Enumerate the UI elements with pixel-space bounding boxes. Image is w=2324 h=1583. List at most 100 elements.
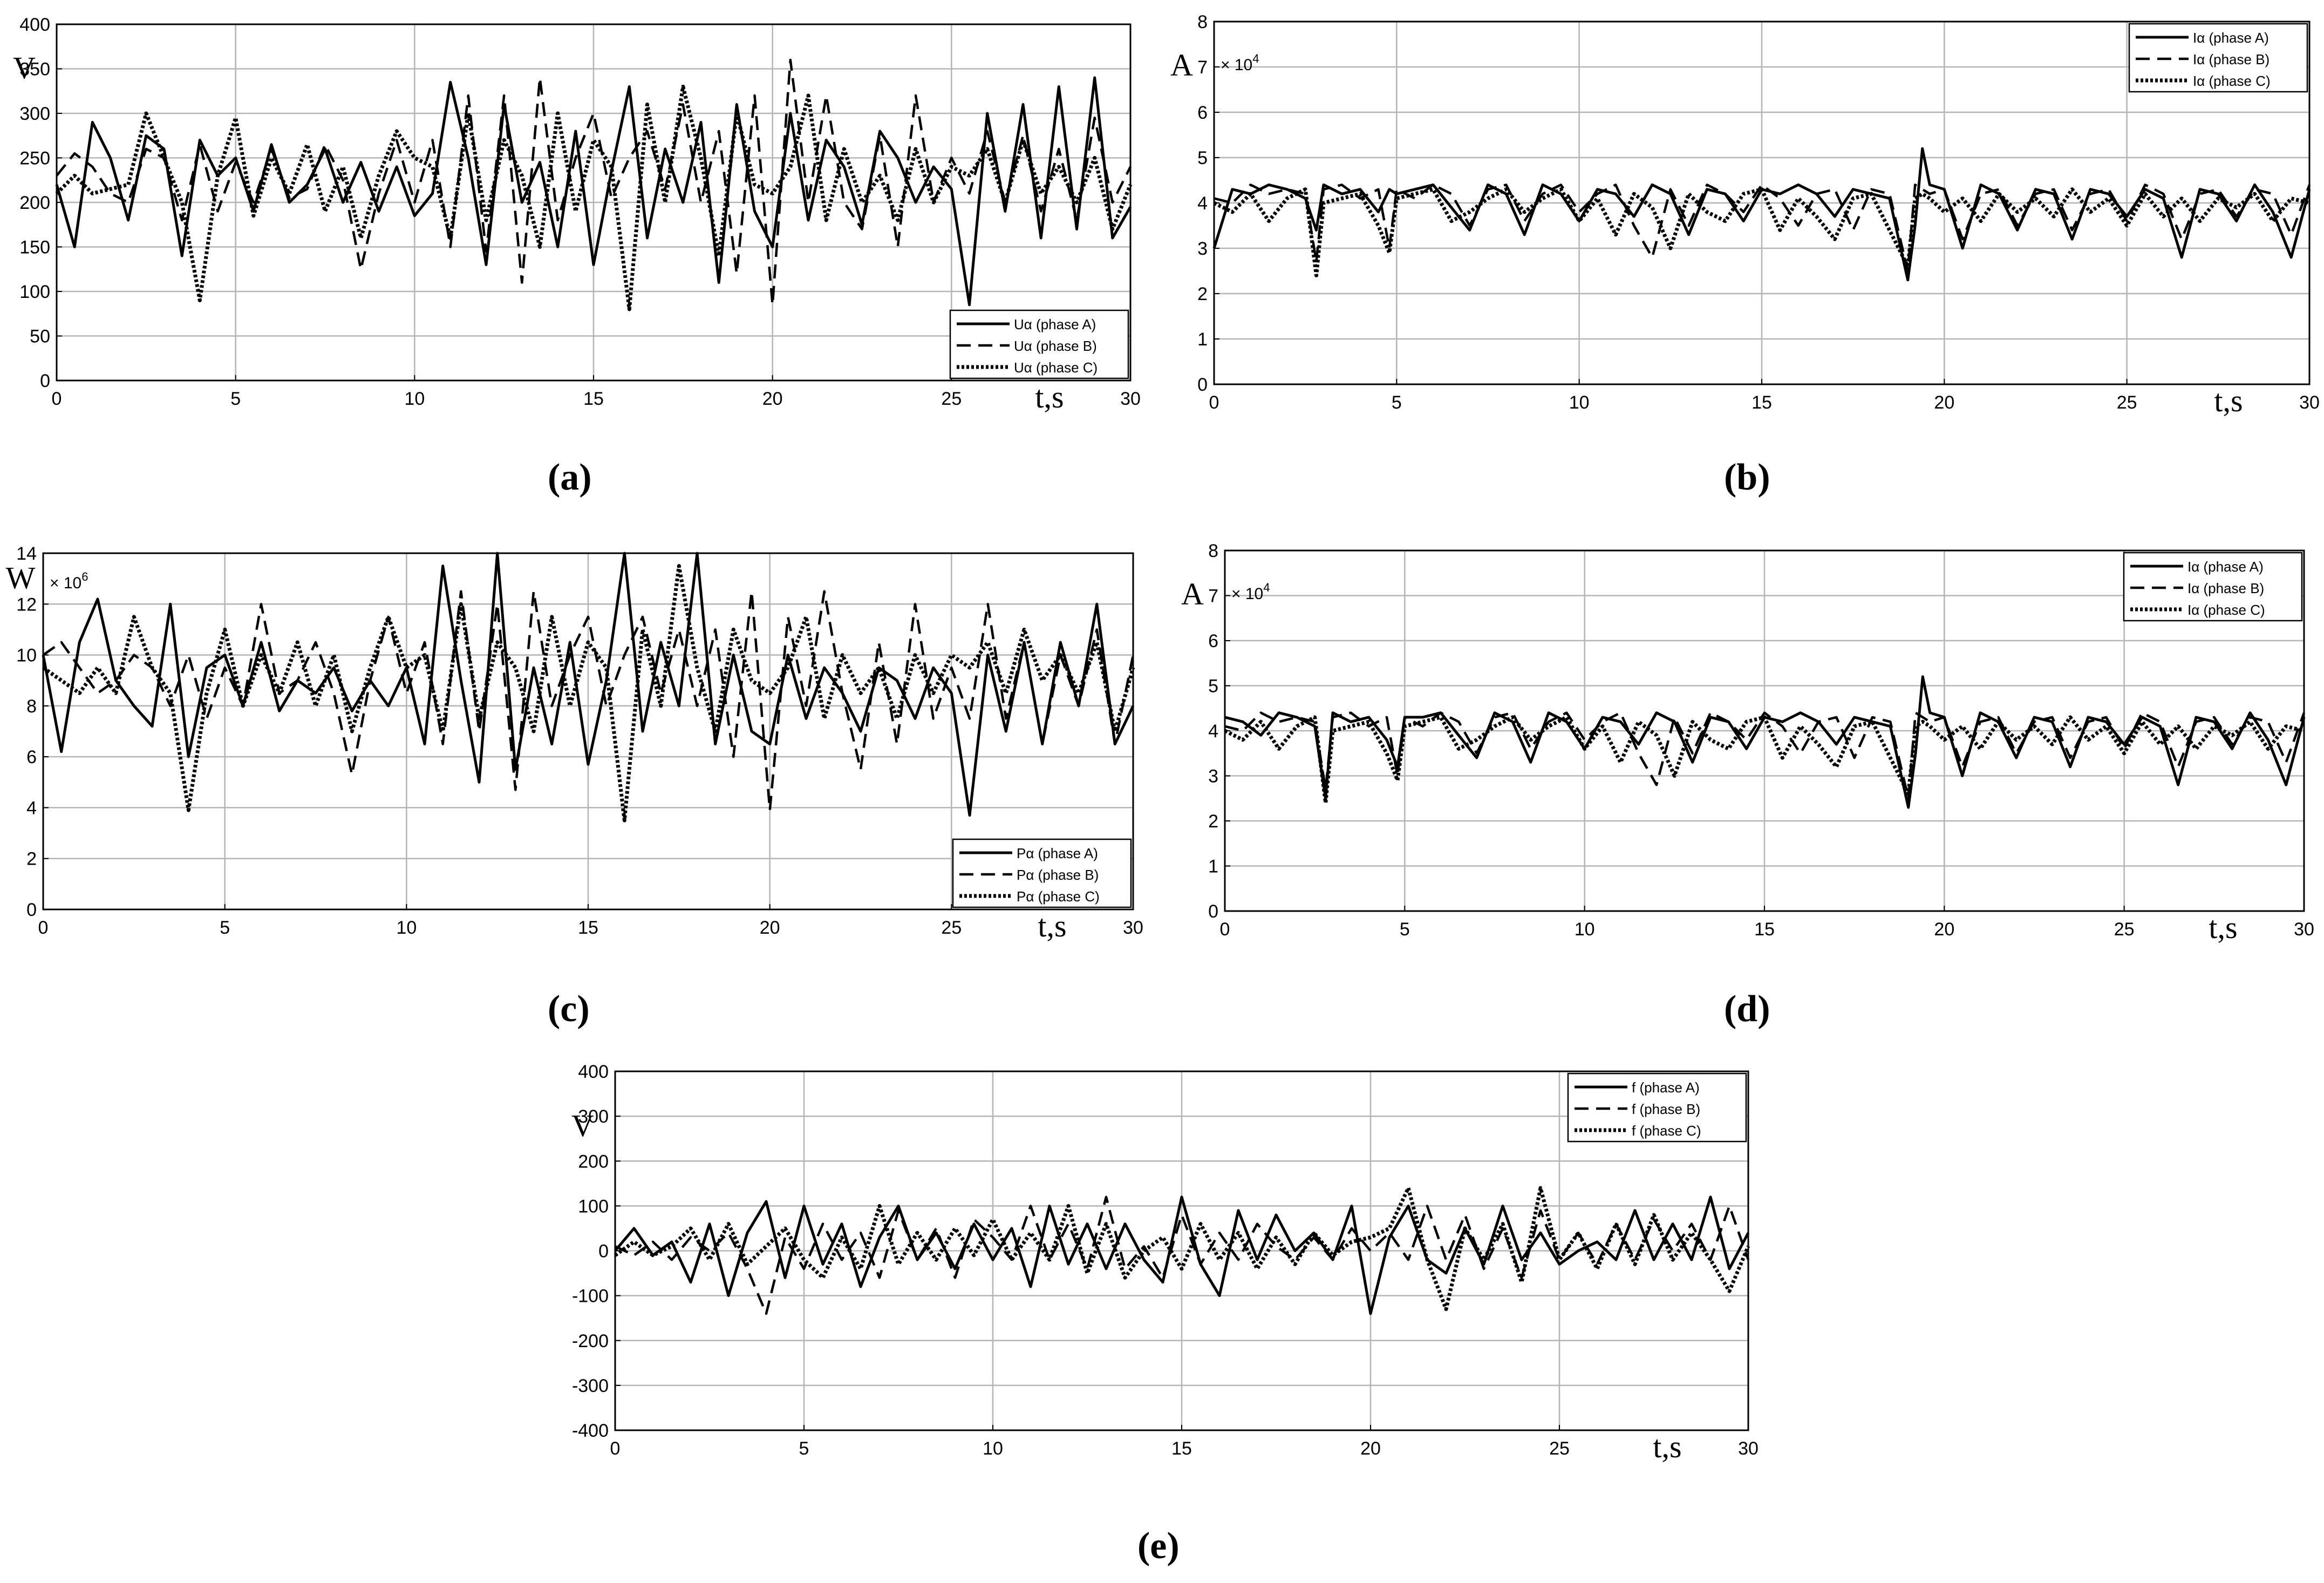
y-tick-label: 4 (1208, 721, 1218, 742)
subfigure-label-c: (c) (548, 988, 590, 1030)
y-tick-label: 5 (1208, 676, 1218, 697)
x-tick-label: 15 (1171, 1438, 1192, 1459)
x-tick-label: 10 (404, 389, 425, 409)
subfigure-label-b: (b) (1724, 457, 1770, 498)
y-tick-label: 4 (1197, 193, 1208, 214)
x-tick-label: 0 (1220, 919, 1230, 940)
x-axis-label: t,s (1653, 1429, 1681, 1464)
y-tick-label: 8 (1197, 12, 1208, 32)
legend-label: Pα (phase C) (1017, 888, 1100, 905)
subfigure-label-a: (a) (548, 457, 592, 498)
legend-label: Iα (phase A) (2193, 30, 2269, 46)
x-tick-label: 25 (941, 918, 962, 938)
y-tick-label: 400 (19, 15, 50, 35)
series-line-a (42, 552, 1135, 817)
y-tick-label: 0 (1208, 901, 1218, 922)
y-tick-label: 1 (1197, 329, 1208, 350)
y-tick-label: 3 (1197, 239, 1208, 259)
x-tick-label: 25 (1549, 1438, 1570, 1459)
x-tick-label: 5 (799, 1438, 809, 1459)
y-tick-label: 8 (1208, 541, 1218, 561)
x-tick-label: 25 (941, 389, 962, 409)
x-tick-label: 15 (1754, 919, 1775, 940)
chart-a: 0 5 10 15 20 25 30050100150200250300350400Vt,s… (13, 15, 1141, 415)
x-tick-label: 0 (38, 918, 49, 938)
legend: Uα (phase A) Uα (phase B) Uα (phase C) (949, 309, 1129, 379)
y-tick-label: 350 (19, 59, 50, 80)
y-tick-label: 100 (578, 1196, 609, 1217)
series-line-b (56, 58, 1132, 307)
y-axis-label: V (571, 1108, 594, 1143)
series-line-b (1214, 184, 2311, 273)
y-tick-label: 200 (19, 193, 50, 213)
legend-label: Iα (phase C) (2187, 602, 2265, 618)
x-tick-label: 20 (1360, 1438, 1381, 1459)
y-tick-label: 150 (19, 237, 50, 258)
x-tick-label: 0 (52, 389, 62, 409)
legend-label: f (phase A) (1632, 1079, 1700, 1096)
legend-label: Iα (phase A) (2187, 559, 2264, 575)
y-tick-label: 0 (26, 900, 37, 920)
legend-label: Pα (phase A) (1017, 845, 1098, 861)
y-tick-label: -400 (572, 1421, 609, 1441)
legend: Iα (phase A) Iα (phase B) Iα (phase C) (2128, 23, 2308, 93)
x-tick-label: 30 (2299, 392, 2320, 413)
legend-label: f (phase B) (1632, 1101, 1700, 1117)
y-tick-label: 2 (1197, 284, 1208, 304)
legend-label: Iα (phase B) (2187, 580, 2264, 596)
y-tick-label: 8 (26, 696, 37, 717)
x-tick-label: 5 (220, 918, 230, 938)
legend: f (phase A) f (phase B) f (phase C) (1567, 1072, 1747, 1143)
x-axis-label: t,s (2209, 910, 2237, 945)
series-line-c (42, 564, 1135, 823)
series-line-a (55, 76, 1132, 307)
y-tick-label: 0 (598, 1241, 609, 1262)
legend-label: Iα (phase B) (2193, 51, 2270, 67)
x-tick-label: 0 (1209, 392, 1219, 413)
y-axis-label: A (1170, 47, 1193, 83)
y-tick-label: 3 (1208, 766, 1218, 787)
y-tick-label: 6 (1197, 103, 1208, 123)
y-tick-label: -300 (572, 1376, 609, 1396)
x-tick-label: 5 (1392, 392, 1402, 413)
y-tick-label: 100 (19, 282, 50, 302)
x-tick-label: 15 (578, 918, 598, 938)
y-tick-label: 0 (40, 371, 50, 391)
y-tick-label: 250 (19, 148, 50, 169)
x-axis-label: t,s (1038, 908, 1066, 943)
legend-label: Uα (phase C) (1014, 359, 1098, 376)
x-tick-label: 5 (1400, 919, 1410, 940)
y-tick-label: 2 (26, 849, 37, 869)
x-tick-label: 10 (983, 1438, 1003, 1459)
x-tick-label: 25 (2117, 392, 2137, 413)
y-tick-label: 300 (578, 1106, 609, 1127)
x-tick-label: 30 (2294, 919, 2314, 940)
y-tick-label: 50 (30, 327, 50, 347)
y-tick-label: 7 (1197, 57, 1208, 78)
series-line-b (615, 1195, 1750, 1315)
x-tick-label: 30 (1120, 389, 1141, 409)
series-line-c (614, 1186, 1750, 1312)
y-axis-label: A (1181, 576, 1204, 612)
legend-label: Iα (phase C) (2193, 73, 2271, 89)
y-tick-label: 300 (19, 104, 50, 124)
x-tick-label: 15 (1751, 392, 1772, 413)
x-tick-label: 10 (396, 918, 417, 938)
x-axis-label: t,s (2214, 383, 2243, 418)
series-line-c (1213, 187, 2310, 277)
series-line-b (42, 590, 1135, 812)
y-tick-label: 400 (578, 1062, 609, 1082)
series-line-a (614, 1195, 1750, 1315)
x-tick-label: 5 (230, 389, 241, 409)
y-tick-label: 6 (1208, 631, 1218, 651)
legend-label: Pα (phase B) (1017, 867, 1099, 883)
series-line-c (55, 85, 1133, 311)
y-tick-label: 1 (1208, 857, 1218, 877)
y-tick-label: -200 (572, 1331, 609, 1351)
x-tick-label: 30 (1738, 1438, 1759, 1459)
y-tick-label: 14 (16, 543, 37, 564)
